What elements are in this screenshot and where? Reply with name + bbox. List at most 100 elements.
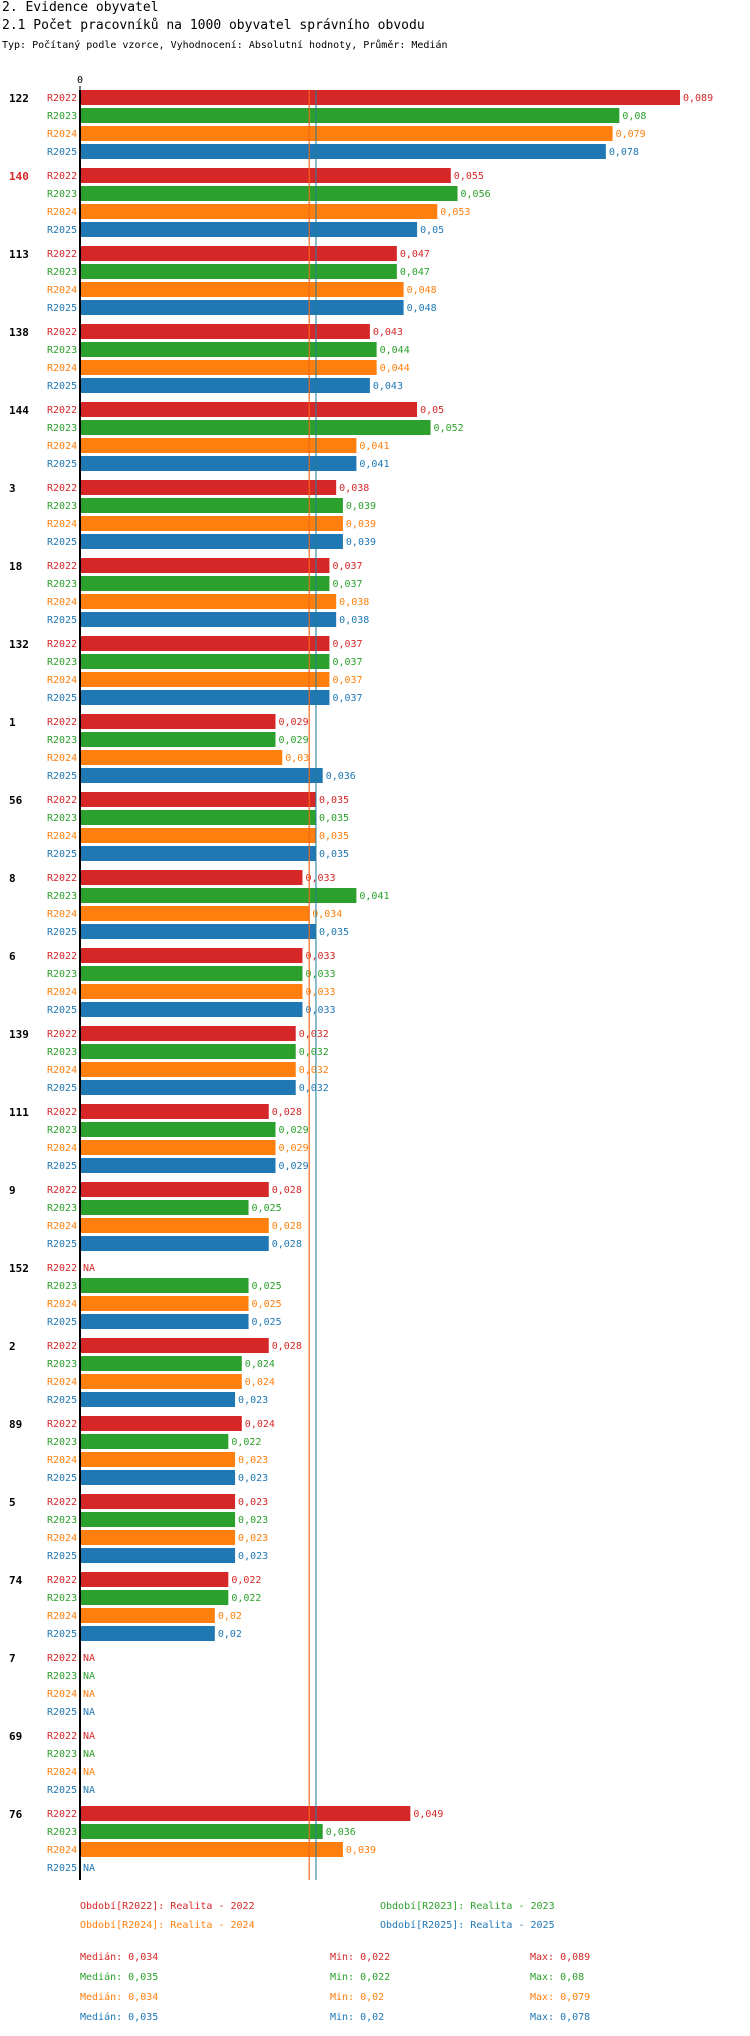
value-label-1-r2022: 0,029	[279, 717, 309, 728]
series-label-r2024: R2024	[47, 1065, 77, 1076]
legend-period-r2022: Období[R2022]: Realita - 2022	[80, 1901, 255, 1912]
bar-74-r2022	[80, 1572, 229, 1587]
group-label-2: 2	[9, 1340, 16, 1353]
bar-56-r2023	[80, 810, 316, 825]
bar-2-r2023	[80, 1356, 242, 1371]
legend-period-r2025: Období[R2025]: Realita - 2025	[380, 1920, 555, 1931]
series-label-r2023: R2023	[47, 657, 77, 668]
series-label-r2022: R2022	[47, 1497, 77, 1508]
series-label-r2025: R2025	[47, 693, 77, 704]
series-label-r2024: R2024	[47, 909, 77, 920]
series-label-r2024: R2024	[47, 207, 77, 218]
bar-144-r2023	[80, 420, 431, 435]
bar-8-r2023	[80, 888, 357, 903]
series-label-r2025: R2025	[47, 459, 77, 470]
series-label-r2023: R2023	[47, 579, 77, 590]
legend-median-r2023: Medián: 0,035	[80, 1972, 159, 1983]
value-label-5-r2023: 0,023	[238, 1515, 268, 1526]
value-label-89-r2022: 0,024	[245, 1419, 275, 1430]
group-label-144: 144	[9, 404, 29, 417]
value-label-1-r2023: 0,029	[279, 735, 309, 746]
bar-1-r2025	[80, 768, 323, 783]
series-label-r2023: R2023	[47, 813, 77, 824]
series-label-r2025: R2025	[47, 771, 77, 782]
value-label-18-r2025: 0,038	[339, 615, 369, 626]
bar-122-r2023	[80, 108, 620, 123]
value-label-3-r2025: 0,039	[346, 537, 376, 548]
series-label-r2024: R2024	[47, 753, 77, 764]
legend-max-r2022: Max: 0,089	[530, 1952, 591, 1963]
series-label-r2025: R2025	[47, 381, 77, 392]
series-label-r2024: R2024	[47, 1377, 77, 1388]
value-label-152-r2023: 0,025	[252, 1281, 282, 1292]
value-label-69-r2023: NA	[83, 1749, 95, 1760]
bar-56-r2024	[80, 828, 316, 843]
value-label-140-r2023: 0,056	[461, 189, 491, 200]
value-label-111-r2023: 0,029	[279, 1125, 309, 1136]
bar-8-r2025	[80, 924, 316, 939]
series-label-r2022: R2022	[47, 1107, 77, 1118]
group-label-74: 74	[9, 1574, 23, 1587]
bar-139-r2022	[80, 1026, 296, 1041]
series-label-r2024: R2024	[47, 285, 77, 296]
value-label-7-r2024: NA	[83, 1689, 95, 1700]
group-label-138: 138	[9, 326, 29, 339]
series-label-r2025: R2025	[47, 1239, 77, 1250]
value-label-56-r2025: 0,035	[319, 849, 349, 860]
series-label-r2025: R2025	[47, 147, 77, 158]
group-label-132: 132	[9, 638, 29, 651]
bar-122-r2025	[80, 144, 606, 159]
group-label-56: 56	[9, 794, 23, 807]
bar-74-r2023	[80, 1590, 229, 1605]
series-label-r2023: R2023	[47, 1671, 77, 1682]
series-label-r2024: R2024	[47, 1767, 77, 1778]
value-label-6-r2023: 0,033	[305, 969, 335, 980]
value-label-5-r2025: 0,023	[238, 1551, 268, 1562]
bar-111-r2025	[80, 1158, 276, 1173]
series-label-r2022: R2022	[47, 1263, 77, 1274]
series-label-r2022: R2022	[47, 327, 77, 338]
series-label-r2023: R2023	[47, 111, 77, 122]
value-label-89-r2024: 0,023	[238, 1455, 268, 1466]
bar-56-r2025	[80, 846, 316, 861]
series-label-r2025: R2025	[47, 1551, 77, 1562]
legend-max-r2024: Max: 0,079	[530, 1992, 591, 2003]
value-label-7-r2025: NA	[83, 1707, 95, 1718]
bar-18-r2022	[80, 558, 330, 573]
series-label-r2022: R2022	[47, 1185, 77, 1196]
bar-152-r2024	[80, 1296, 249, 1311]
bar-6-r2023	[80, 966, 303, 981]
bar-8-r2024	[80, 906, 310, 921]
series-label-r2023: R2023	[47, 1515, 77, 1526]
value-label-74-r2024: 0,02	[218, 1611, 242, 1622]
group-label-8: 8	[9, 872, 16, 885]
legend-median-r2025: Medián: 0,035	[80, 2012, 159, 2023]
bar-76-r2022	[80, 1806, 411, 1821]
group-label-89: 89	[9, 1418, 22, 1431]
series-label-r2022: R2022	[47, 795, 77, 806]
value-label-7-r2022: NA	[83, 1653, 95, 1664]
bar-9-r2022	[80, 1182, 269, 1197]
series-label-r2023: R2023	[47, 1749, 77, 1760]
bar-144-r2022	[80, 402, 418, 417]
chart-subtitle: Typ: Počítaný podle vzorce, Vyhodnocení:…	[2, 40, 448, 51]
series-label-r2025: R2025	[47, 1005, 77, 1016]
series-label-r2023: R2023	[47, 1281, 77, 1292]
bar-1-r2024	[80, 750, 283, 765]
bar-89-r2022	[80, 1416, 242, 1431]
bar-5-r2022	[80, 1494, 236, 1509]
bar-6-r2022	[80, 948, 303, 963]
bar-138-r2022	[80, 324, 370, 339]
value-label-76-r2025: NA	[83, 1863, 95, 1874]
series-label-r2023: R2023	[47, 969, 77, 980]
legend-min-r2024: Min: 0,02	[330, 1992, 385, 2003]
series-label-r2022: R2022	[47, 639, 77, 650]
value-label-18-r2022: 0,037	[332, 561, 362, 572]
series-label-r2025: R2025	[47, 1395, 77, 1406]
series-label-r2024: R2024	[47, 1299, 77, 1310]
series-label-r2022: R2022	[47, 1653, 77, 1664]
value-label-111-r2022: 0,028	[272, 1107, 302, 1118]
series-label-r2024: R2024	[47, 831, 77, 842]
series-label-r2022: R2022	[47, 93, 77, 104]
value-label-76-r2023: 0,036	[326, 1827, 356, 1838]
